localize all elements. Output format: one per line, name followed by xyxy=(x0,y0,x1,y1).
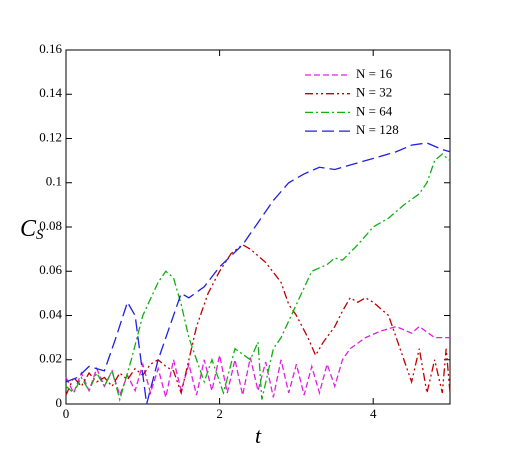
x-tick-label: 4 xyxy=(370,406,377,421)
legend-label: N = 128 xyxy=(356,122,399,137)
legend-label: N = 64 xyxy=(356,103,393,118)
data-line xyxy=(65,153,451,403)
x-tick-label: 2 xyxy=(216,406,223,421)
y-tick-label: 0.02 xyxy=(39,351,62,366)
y-axis-label: CS xyxy=(20,216,44,244)
x-axis-label: t xyxy=(255,423,262,448)
y-tick-label: 0.14 xyxy=(39,85,62,100)
y-tick-label: 0.16 xyxy=(39,41,62,56)
y-tick-label: 0.12 xyxy=(39,129,62,144)
y-tick-label: 0.08 xyxy=(39,218,62,233)
y-tick-label: 0.04 xyxy=(39,306,62,321)
data-line xyxy=(65,142,451,405)
legend-label: N = 32 xyxy=(356,85,392,100)
y-tick-label: 0 xyxy=(56,395,63,410)
y-tick-label: 0.1 xyxy=(46,174,62,189)
x-tick-label: 0 xyxy=(63,406,70,421)
y-axis-label-sub: S xyxy=(36,227,44,243)
legend-label: N = 16 xyxy=(356,66,393,81)
y-tick-label: 0.06 xyxy=(39,262,62,277)
y-axis-label-main: C xyxy=(20,216,37,242)
data-line xyxy=(65,243,451,396)
data-line xyxy=(65,325,450,398)
